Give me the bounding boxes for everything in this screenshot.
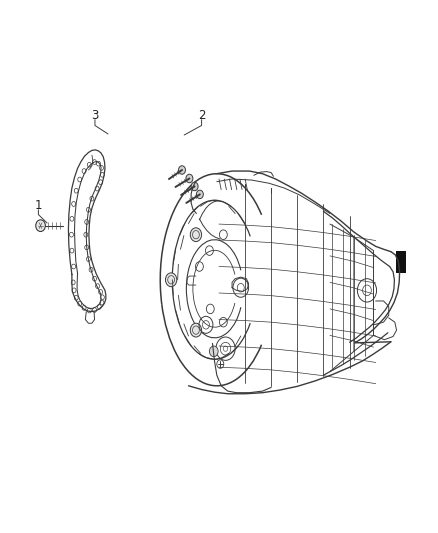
Circle shape: [190, 228, 201, 241]
Text: 2: 2: [198, 109, 205, 122]
Circle shape: [166, 273, 177, 287]
Bar: [396, 251, 406, 273]
Circle shape: [179, 166, 185, 174]
Circle shape: [196, 190, 203, 199]
Circle shape: [190, 323, 201, 337]
Text: 1: 1: [35, 199, 42, 212]
Circle shape: [209, 346, 218, 357]
Circle shape: [36, 220, 46, 231]
Circle shape: [186, 174, 193, 183]
Text: 3: 3: [91, 109, 99, 122]
Circle shape: [191, 182, 198, 191]
